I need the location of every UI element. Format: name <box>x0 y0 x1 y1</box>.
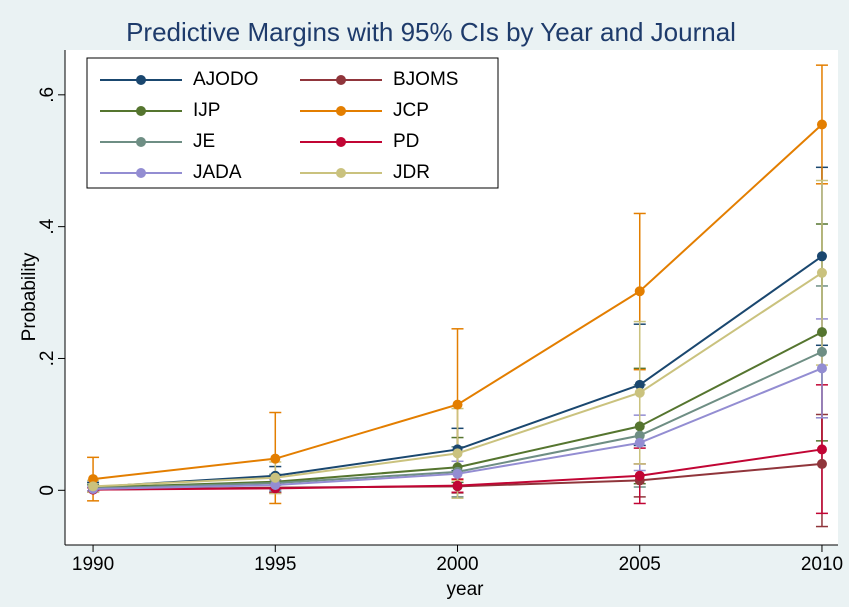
point <box>88 474 99 485</box>
legend-box <box>86 57 499 189</box>
point <box>270 472 281 483</box>
legend-marker <box>136 75 146 85</box>
point <box>270 453 281 464</box>
point <box>816 346 827 357</box>
point <box>452 399 463 410</box>
x-axis-label: year <box>447 579 485 600</box>
y-tick-label: .4 <box>37 218 58 234</box>
chart-title: Predictive Margins with 95% CIs by Year … <box>126 17 736 47</box>
legend-label: AJODO <box>193 69 258 90</box>
point <box>816 327 827 338</box>
point <box>816 119 827 130</box>
y-tick-label: 0 <box>37 485 58 496</box>
y-tick-label: .6 <box>37 87 58 103</box>
legend-marker <box>136 168 146 178</box>
legend-label: PD <box>393 131 419 152</box>
x-tick-label: 2005 <box>619 554 661 575</box>
point <box>634 437 645 448</box>
legend-label: JADA <box>193 162 242 183</box>
point <box>816 251 827 262</box>
y-axis-label: Probability <box>19 252 40 341</box>
point <box>634 379 645 390</box>
legend-label: BJOMS <box>393 69 458 90</box>
point <box>634 430 645 441</box>
point <box>452 448 463 459</box>
point <box>816 444 827 455</box>
point <box>452 468 463 479</box>
legend-marker <box>136 106 146 116</box>
legend-label: IJP <box>193 100 220 121</box>
legend-label: JDR <box>393 162 430 183</box>
point <box>634 286 645 297</box>
legend-label: JE <box>193 131 215 152</box>
point <box>634 387 645 398</box>
legend-marker <box>336 106 346 116</box>
x-tick-label: 2000 <box>436 554 478 575</box>
x-tick-label: 1995 <box>254 554 296 575</box>
legend-marker <box>336 137 346 147</box>
point <box>452 480 463 491</box>
legend-label: JCP <box>393 100 429 121</box>
legend-marker <box>136 137 146 147</box>
point <box>816 267 827 278</box>
x-tick-label: 2010 <box>801 554 843 575</box>
point <box>634 470 645 481</box>
point <box>816 458 827 469</box>
point <box>88 481 99 492</box>
point <box>816 363 827 374</box>
point <box>270 480 281 491</box>
legend-marker <box>336 168 346 178</box>
point <box>634 421 645 432</box>
legend-marker <box>336 75 346 85</box>
y-tick-label: .2 <box>37 351 58 367</box>
x-tick-label: 1990 <box>72 554 114 575</box>
marks <box>87 64 828 528</box>
